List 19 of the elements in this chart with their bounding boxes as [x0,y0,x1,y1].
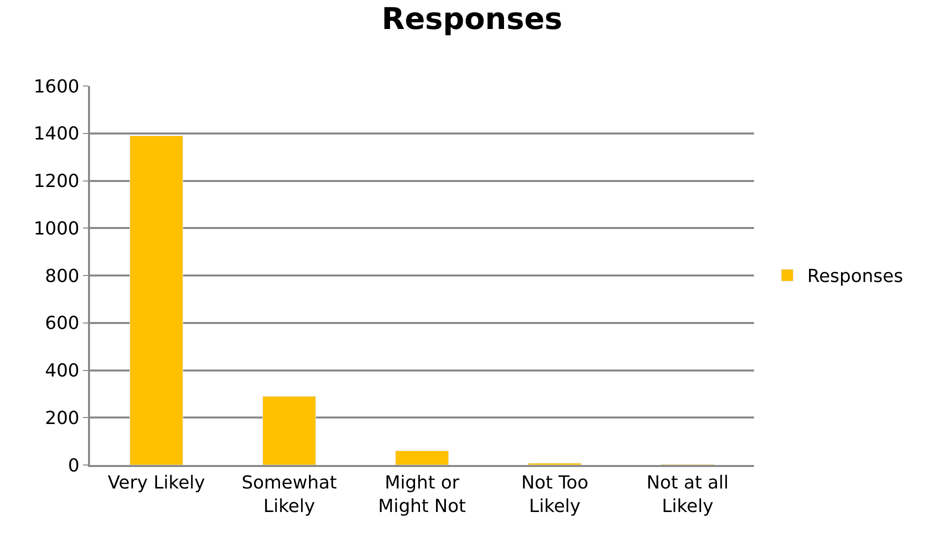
y-tick-label: 400 [45,360,80,382]
x-tick-label: Not at all Likely [646,472,729,517]
legend-label: Responses [807,266,904,288]
y-tick-label: 1200 [34,171,80,192]
y-tick-label: 1000 [34,218,80,240]
y-tick-label: 600 [45,313,80,334]
y-tick-label: 0 [68,455,80,476]
x-tick-label: Might or Might Not [378,472,466,517]
y-tick-label: 200 [45,408,80,429]
x-tick-label: Not Too Likely [521,472,588,517]
x-tick-label: Somewhat Likely [242,472,337,517]
bar [130,135,184,465]
y-tick-label: 1400 [34,124,80,145]
chart-title: Responses [382,2,562,38]
y-tick-label: 800 [45,266,80,287]
bar [395,450,449,465]
y-tick-label: 1600 [34,76,80,98]
x-tick-label: Very Likely [108,472,206,494]
bar [262,396,316,465]
